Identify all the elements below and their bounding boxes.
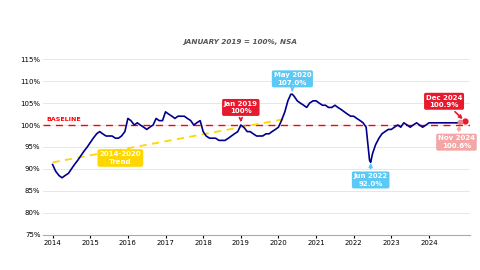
Text: Nov 2024
100.6%: Nov 2024 100.6%: [438, 127, 475, 149]
Text: PRIMERICA HBI™ REPORT: PRIMERICA HBI™ REPORT: [145, 13, 335, 26]
Text: Dec 2024
100.9%: Dec 2024 100.9%: [426, 94, 462, 118]
Text: BASELINE: BASELINE: [46, 117, 81, 122]
Text: JANUARY 2019 = 100%, NSA: JANUARY 2019 = 100%, NSA: [183, 39, 297, 45]
Text: May 2020
107.0%: May 2020 107.0%: [274, 72, 311, 90]
Text: Jan 2019
100%: Jan 2019 100%: [224, 101, 258, 120]
Text: 2014-2020
Trend: 2014-2020 Trend: [99, 151, 141, 165]
Text: Jun 2022
92.0%: Jun 2022 92.0%: [354, 165, 388, 187]
